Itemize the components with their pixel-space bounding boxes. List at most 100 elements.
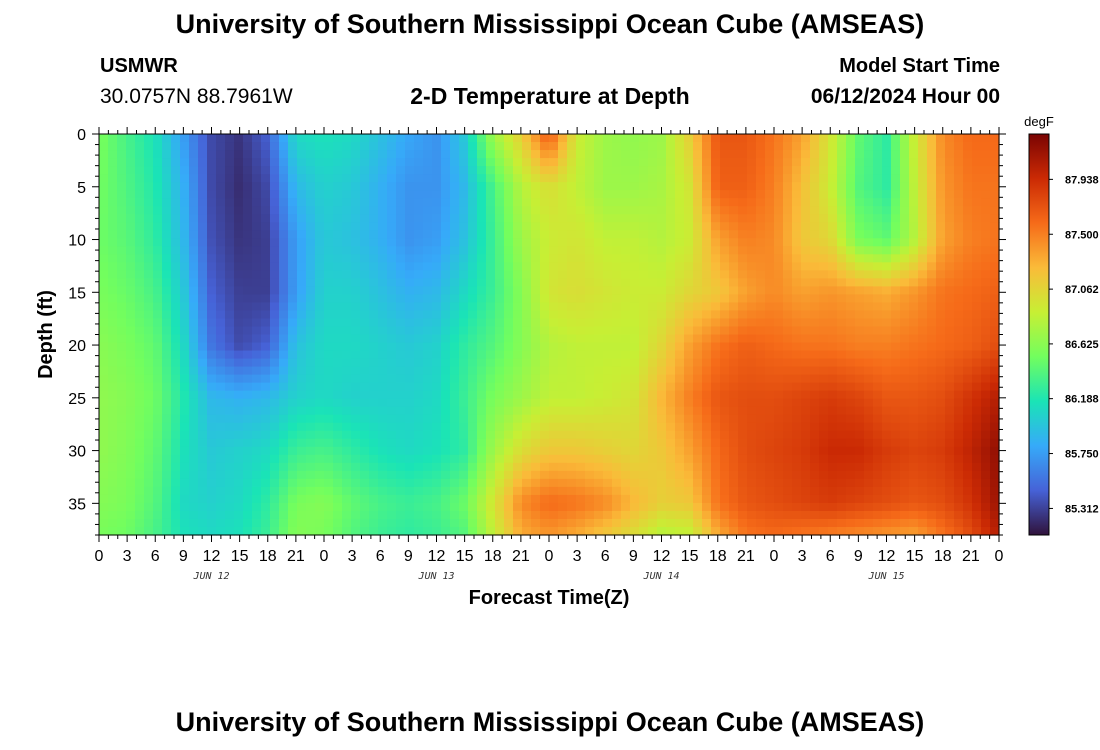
heatmap-cell xyxy=(567,350,577,360)
heatmap-cell xyxy=(486,510,496,520)
heatmap-cell xyxy=(720,190,730,199)
heatmap-cell xyxy=(225,294,235,304)
heatmap-cell xyxy=(891,502,901,512)
heatmap-cell xyxy=(819,326,829,336)
heatmap-cell xyxy=(990,342,1000,352)
heatmap-cell xyxy=(936,502,946,512)
heatmap-cell xyxy=(207,286,217,295)
heatmap-cell xyxy=(342,198,352,207)
heatmap-cell xyxy=(891,262,901,271)
heatmap-cell xyxy=(900,366,910,376)
heatmap-cell xyxy=(378,158,388,167)
heatmap-cell xyxy=(630,422,640,432)
heatmap-cell xyxy=(558,246,568,255)
heatmap-cell xyxy=(711,134,721,143)
heatmap-cell xyxy=(666,342,676,352)
heatmap-cell xyxy=(216,334,226,344)
heatmap-cell xyxy=(270,438,280,448)
heatmap-cell xyxy=(747,222,757,231)
heatmap-cell xyxy=(216,350,226,360)
heatmap-cell xyxy=(648,430,658,440)
heatmap-cell xyxy=(774,134,784,143)
heatmap-cell xyxy=(747,254,757,263)
heatmap-cell xyxy=(306,390,316,400)
heatmap-cell xyxy=(180,222,190,231)
heatmap-cell xyxy=(765,230,775,239)
heatmap-cell xyxy=(864,502,874,512)
heatmap-cell xyxy=(909,526,919,536)
heatmap-cell xyxy=(513,174,523,183)
heatmap-cell xyxy=(423,478,433,488)
heatmap-cell xyxy=(333,374,343,384)
heatmap-cell xyxy=(837,446,847,456)
heatmap-cell xyxy=(135,406,145,416)
heatmap-cell xyxy=(558,310,568,320)
heatmap-cell xyxy=(657,302,667,312)
heatmap-cell xyxy=(333,366,343,376)
heatmap-cell xyxy=(396,302,406,312)
heatmap-cell xyxy=(333,438,343,448)
heatmap-cell xyxy=(423,342,433,352)
heatmap-cell xyxy=(981,382,991,392)
heatmap-cell xyxy=(414,246,424,255)
heatmap-cell xyxy=(954,518,964,528)
heatmap-cell xyxy=(270,206,280,215)
heatmap-cell xyxy=(783,270,793,279)
heatmap-cell xyxy=(360,446,370,456)
heatmap-cell xyxy=(846,286,856,295)
heatmap-cell xyxy=(504,350,514,360)
heatmap-cell xyxy=(297,398,307,408)
heatmap-cell xyxy=(351,158,361,167)
heatmap-cell xyxy=(693,206,703,215)
heatmap-cell xyxy=(990,294,1000,304)
heatmap-cell xyxy=(144,342,154,352)
heatmap-cell xyxy=(225,326,235,336)
heatmap-cell xyxy=(603,358,613,368)
heatmap-cell xyxy=(909,294,919,304)
heatmap-cell xyxy=(315,326,325,336)
heatmap-cell xyxy=(657,174,667,183)
heatmap-cell xyxy=(324,454,334,464)
heatmap-cell xyxy=(954,382,964,392)
heatmap-cell xyxy=(333,526,343,536)
heatmap-cell xyxy=(171,502,181,512)
heatmap-cell xyxy=(495,270,505,279)
heatmap-cell xyxy=(810,262,820,271)
heatmap-cell xyxy=(153,150,163,159)
heatmap-cell xyxy=(801,230,811,239)
heatmap-cell xyxy=(792,238,802,247)
heatmap-cell xyxy=(324,414,334,424)
heatmap-cell xyxy=(567,502,577,512)
heatmap-cell xyxy=(909,222,919,231)
heatmap-cell xyxy=(252,198,262,207)
heatmap-cell xyxy=(180,214,190,223)
heatmap-cell xyxy=(126,302,136,312)
heatmap-cell xyxy=(369,254,379,263)
heatmap-cell xyxy=(450,142,460,151)
heatmap-cell xyxy=(783,222,793,231)
heatmap-cell xyxy=(936,446,946,456)
heatmap-cell xyxy=(738,174,748,183)
heatmap-cell xyxy=(108,198,118,207)
heatmap-cell xyxy=(666,294,676,304)
heatmap-cell xyxy=(567,318,577,328)
heatmap-cell xyxy=(549,150,559,159)
heatmap-cell xyxy=(315,398,325,408)
heatmap-cell xyxy=(837,430,847,440)
heatmap-cell xyxy=(675,142,685,151)
heatmap-cell xyxy=(243,310,253,320)
heatmap-cell xyxy=(126,326,136,336)
heatmap-cell xyxy=(306,334,316,344)
heatmap-cell xyxy=(891,414,901,424)
heatmap-cell xyxy=(594,182,604,191)
heatmap-cell xyxy=(720,230,730,239)
model-start-label: Model Start Time xyxy=(839,55,1000,77)
heatmap-cell xyxy=(909,454,919,464)
heatmap-cell xyxy=(108,502,118,512)
heatmap-cell xyxy=(333,174,343,183)
heatmap-cell xyxy=(666,238,676,247)
heatmap-cell xyxy=(450,430,460,440)
heatmap-cell xyxy=(279,438,289,448)
heatmap-cell xyxy=(900,430,910,440)
heatmap-cell xyxy=(657,390,667,400)
